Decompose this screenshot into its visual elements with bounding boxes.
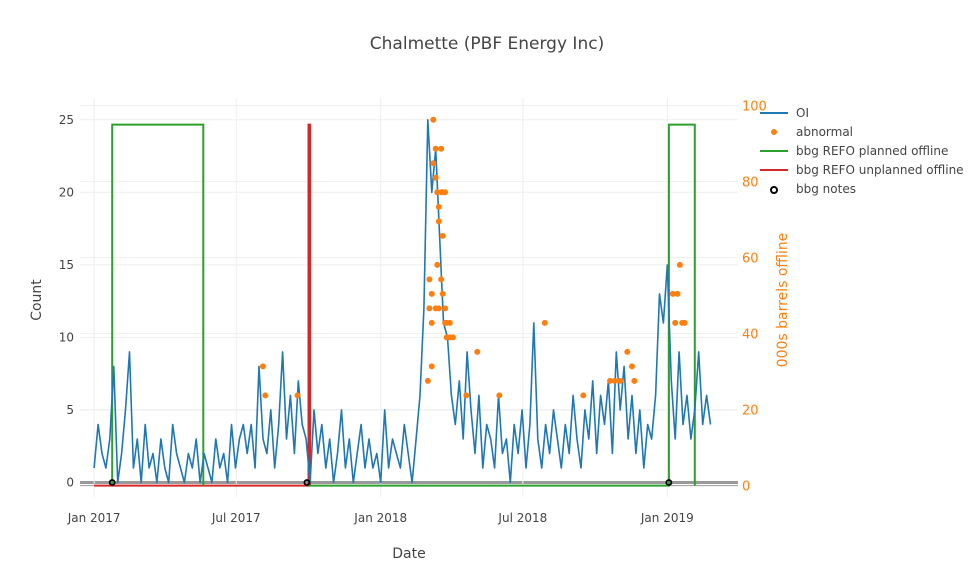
abnormal-point [449,334,456,341]
abnormal-point [432,145,439,152]
abnormal-point [428,363,435,370]
y2-tick-label: 0 [742,480,750,495]
abnormal-point [430,160,437,167]
abnormal-point [676,261,683,268]
abnormal-point [463,392,470,399]
oi-line [93,119,712,484]
planned-offline-line [111,123,205,486]
abnormal-point [442,305,449,312]
abnormal-point [434,261,441,268]
abnormal-point [439,290,446,297]
bbg-note-point [303,479,311,486]
bbg-note-point [665,479,673,486]
x-tick-label: Jul 2018 [497,511,547,525]
abnormal-point [438,145,445,152]
abnormal-point [438,276,445,283]
abnormal-point [294,392,301,399]
y2-axis-title: 000s barrels offline [775,233,791,368]
abnormal-point [442,189,449,196]
abnormal-point [674,290,681,297]
abnormal-point [435,305,442,312]
chart-title: Chalmette (PBF Energy Inc) [370,34,604,54]
x-axis-title: Date [392,546,425,562]
abnormal-point [628,363,635,370]
legend-label: abnormal [796,124,854,139]
axes: 0 5 10 15 20 25 0 20 40 60 80 100 Jan 2017 Jul 2017 Ja… [59,100,767,525]
y-tick-label: 5 [66,403,74,417]
abnormal-point [428,319,435,326]
unplanned-offline-line [94,123,312,487]
legend-label: bbg notes [796,181,856,196]
abnormal-point [611,377,618,384]
abnormal-point [262,392,269,399]
abnormal-point [672,319,679,326]
y-tick-label: 25 [59,113,74,127]
x-tick-label: Jul 2017 [211,511,261,525]
legend-label: bbg REFO unplanned offline [796,162,964,177]
abnormal-point [580,392,587,399]
bbg-note-point [108,479,116,486]
plot-area [93,116,712,487]
abnormal-point [541,319,548,326]
x-tick-label: Jan 2018 [353,511,407,525]
abnormal-point [496,392,503,399]
y-tick-label: 10 [59,330,74,344]
abnormal-point [446,319,453,326]
y-axis-title: Count [29,279,45,321]
legend-item-notes[interactable]: bbg notes [758,179,964,198]
gridlines [80,98,738,497]
abnormal-point [435,218,442,225]
abnormal-point [681,319,688,326]
y-tick-label: 0 [66,475,74,489]
abnormal-point [617,377,624,384]
abnormal-point [259,363,266,370]
abnormal-point [432,174,439,181]
abnormal-point [435,203,442,210]
y-tick-label: 20 [59,185,74,199]
x-tick-label: Jan 2019 [640,511,694,525]
y2-tick-label: 40 [742,328,759,343]
x-tick-label: Jan 2017 [67,511,121,525]
abnormal-point [430,116,437,123]
y2-tick-label: 60 [742,252,759,267]
legend-item-abnormal[interactable]: abnormal [758,122,964,141]
abnormal-point [669,290,676,297]
legend-item-oi[interactable]: OI [758,103,964,122]
abnormal-point [474,348,481,355]
abnormal-point [426,305,433,312]
legend-label: OI [796,105,809,120]
abnormal-point [631,377,638,384]
abnormal-point [607,377,614,384]
abnormal-point [624,348,631,355]
legend-item-planned[interactable]: bbg REFO planned offline [758,141,964,160]
y2-tick-label: 20 [742,404,759,419]
abnormal-point [424,377,431,384]
abnormal-point [428,290,435,297]
legend-item-unplanned[interactable]: bbg REFO unplanned offline [758,160,964,179]
abnormal-point [426,276,433,283]
y2-tick-label: 80 [742,176,759,191]
abnormal-point [439,232,446,239]
planned-offline-line [308,123,696,487]
y2-tick-label: 100 [742,100,767,115]
legend: OI abnormal bbg REFO planned offline bbg… [758,103,964,198]
y-tick-label: 15 [59,258,74,272]
legend-label: bbg REFO planned offline [796,143,949,158]
